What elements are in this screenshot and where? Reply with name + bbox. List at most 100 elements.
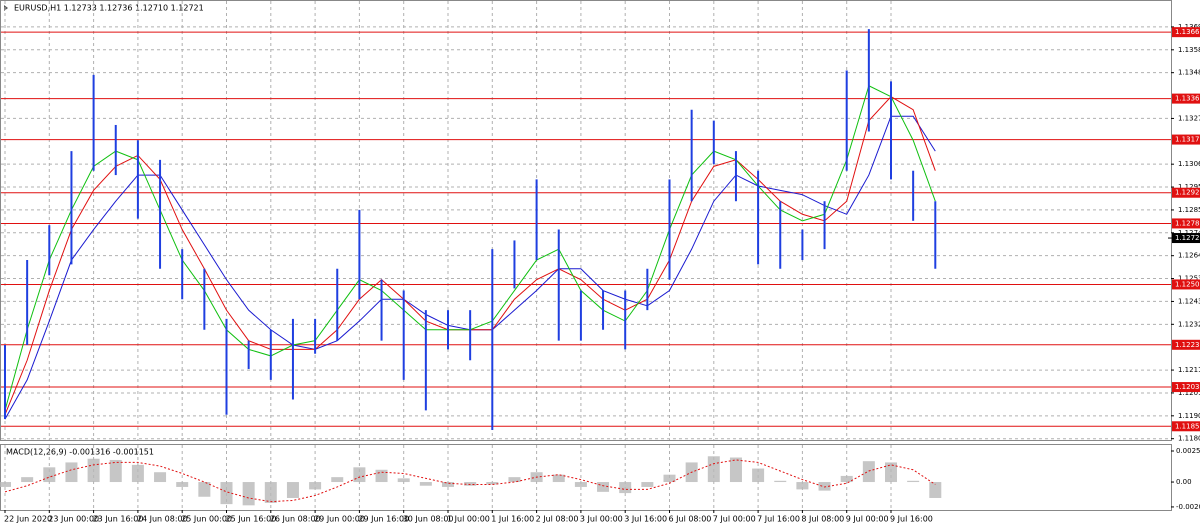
y-tick-label: 0.00 (1176, 478, 1192, 486)
x-tick-label: 9 Jul 16:00 (890, 515, 933, 524)
macd-bar (796, 482, 809, 490)
macd-bar (353, 467, 366, 483)
macd-bar (65, 462, 78, 483)
macd-bar (885, 462, 897, 483)
y-tick-label: 1.12955 (1178, 183, 1200, 191)
y-tick-label: 1.13690 (1178, 23, 1200, 31)
x-tick-label: 2 Jul 08:00 (536, 515, 579, 524)
x-tick-label: 8 Jul 08:00 (801, 515, 844, 524)
level-label-box (1172, 382, 1200, 393)
y-tick-label: 1.13585 (1178, 46, 1200, 54)
macd-bar (597, 482, 610, 492)
macd-bar (154, 472, 167, 483)
x-tick-label: 9 Jul 00:00 (846, 515, 889, 524)
y-tick-label: 1.12430 (1178, 297, 1200, 305)
y-tick-label: 1.13060 (1178, 160, 1200, 168)
macd-bar (375, 469, 388, 483)
macd-bar (574, 482, 587, 487)
last-price-box (1172, 233, 1200, 244)
x-tick-label: 1 Jul 00:00 (447, 515, 490, 524)
macd-bar (663, 474, 676, 483)
macd-bar (331, 477, 344, 483)
level-label-box (1172, 27, 1200, 38)
level-label-box (1172, 187, 1200, 198)
level-label: 1.13173 (1175, 136, 1200, 144)
macd-bar (619, 482, 632, 494)
macd-bar (464, 482, 477, 486)
macd-bar (729, 457, 742, 483)
macd-bar (929, 482, 942, 498)
y-tick-label: 1.13270 (1178, 114, 1200, 122)
macd-bar (309, 482, 322, 490)
macd-bar (862, 461, 875, 483)
last-price-label: 1.12721 (1175, 234, 1200, 242)
macd-bar (176, 482, 189, 487)
x-tick-label: 3 Jul 00:00 (580, 515, 623, 524)
x-tick-label: 25 Jun 00:00 (181, 515, 232, 524)
y-tick-label: 1.11800 (1178, 435, 1200, 443)
macd-bar (641, 482, 654, 487)
level-label: 1.12929 (1175, 189, 1200, 197)
x-tick-label: 23 Jun 16:00 (93, 515, 144, 524)
macd-bar (818, 482, 831, 491)
macd-bar (21, 477, 34, 483)
macd-bar (397, 478, 410, 483)
y-tick-label: 1.13480 (1178, 69, 1200, 77)
macd-bar (264, 482, 277, 503)
x-tick-label: 29 Jun 00:00 (314, 515, 365, 524)
macd-bar (87, 458, 100, 483)
y-tick-label: 1.12745 (1178, 229, 1200, 237)
level-label-box (1172, 339, 1200, 350)
x-tick-label: 22 Jun 2020 (4, 515, 52, 524)
macd-bar (0, 482, 11, 487)
y-tick-label: 1.12640 (1178, 252, 1200, 260)
y-tick-label: 1.12850 (1178, 206, 1200, 214)
x-tick-label: 25 Jun 16:00 (226, 515, 277, 524)
x-tick-label: 23 Jun 00:00 (48, 515, 99, 524)
x-tick-label: 30 Jun 08:00 (403, 515, 454, 524)
macd-bar (752, 468, 765, 483)
macd-bar (840, 475, 853, 483)
macd-pane (0, 444, 1172, 511)
x-tick-label: 26 Jun 08:00 (270, 515, 321, 524)
macd-bar (508, 477, 521, 483)
y-tick-label: 1.12325 (1178, 320, 1200, 328)
x-tick-label: 24 Jun 08:00 (137, 515, 188, 524)
macd-bar (242, 482, 255, 506)
macd-label: MACD(12,26,9) -0.001316 -0.001151 (6, 448, 154, 457)
macd-bar (486, 482, 499, 485)
macd-bar (707, 456, 720, 483)
level-label-box (1172, 421, 1200, 432)
x-tick-label: 29 Jun 16:00 (358, 515, 409, 524)
level-label-box (1172, 279, 1200, 290)
macd-bar (198, 482, 211, 497)
chart-title: EURUSD,H1 1.12733 1.12736 1.12710 1.1272… (14, 4, 204, 13)
macd-bar (131, 464, 144, 483)
level-label: 1.12037 (1175, 383, 1200, 391)
macd-bar (109, 459, 122, 483)
macd-signal (4, 459, 936, 503)
y-tick-label: 1.12010 (1178, 389, 1200, 397)
level-label-box (1172, 218, 1200, 229)
level-label: 1.12788 (1175, 219, 1200, 227)
y-tick-label: 0.002531 (1176, 447, 1200, 455)
macd-bar (552, 474, 565, 483)
macd-bar (220, 482, 233, 505)
macd-bar (907, 480, 920, 483)
macd-bar (43, 467, 56, 483)
x-tick-label: 7 Jul 16:00 (757, 515, 800, 524)
level-label: 1.12508 (1175, 280, 1200, 288)
macd-bar (774, 480, 787, 483)
x-tick-label: 6 Jul 08:00 (669, 515, 712, 524)
level-label-box (1172, 93, 1200, 104)
level-label: 1.13666 (1175, 28, 1200, 36)
level-label-box (1172, 134, 1200, 145)
macd-bar (286, 482, 299, 498)
level-label: 1.11857 (1175, 422, 1200, 430)
x-tick-label: 7 Jul 00:00 (713, 515, 756, 524)
y-tick-label: 1.12115 (1178, 366, 1200, 374)
macd-bar (442, 482, 454, 487)
y-tick-label: 1.12535 (1178, 275, 1200, 283)
